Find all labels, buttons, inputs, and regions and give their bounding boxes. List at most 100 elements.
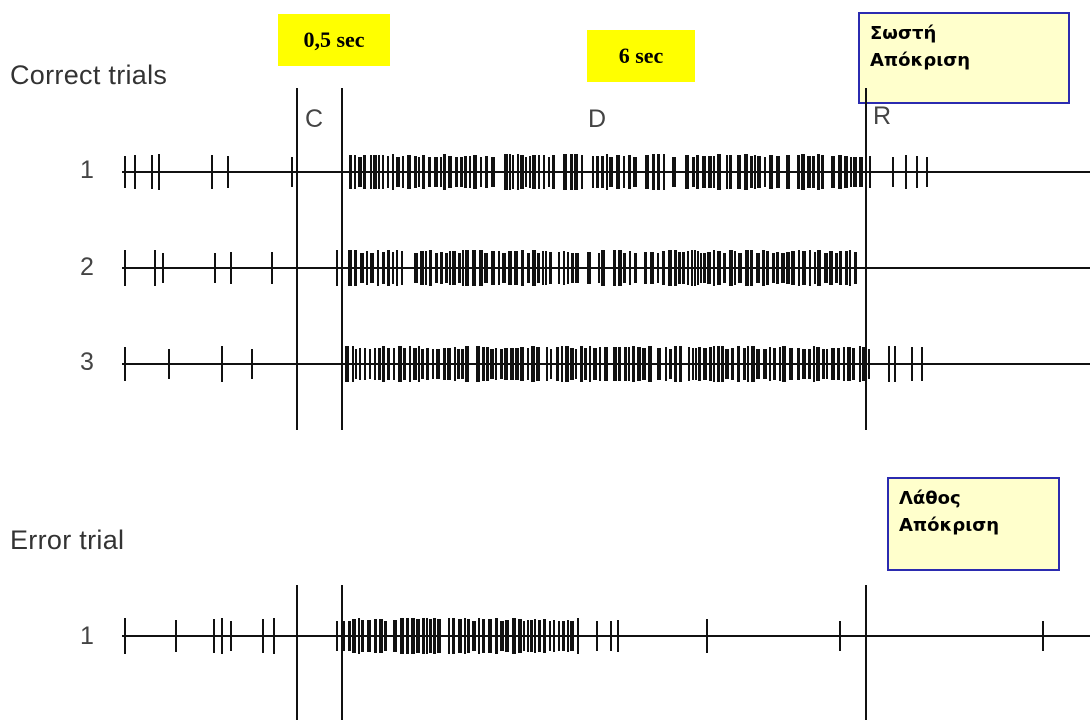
spike-error-1-32 [472,621,476,651]
spike-correct-2-61 [662,251,665,285]
spike-correct-3-38 [515,348,519,380]
spike-correct-3-77 [721,346,724,382]
spike-correct-1-57 [616,155,620,189]
spike-error-1-51 [567,620,569,652]
spike-correct-1-93 [850,157,852,187]
spike-correct-3-3 [251,349,253,379]
spike-correct-2-21 [429,250,432,286]
spike-error-1-57 [706,619,708,653]
spike-correct-1-21 [418,157,420,187]
spike-correct-3-17 [409,346,411,382]
spike-correct-1-58 [623,156,625,188]
spike-correct-3-27 [457,349,460,379]
cue-duration-label: 0,5 sec [278,14,390,66]
spike-correct-1-5 [227,156,229,188]
spike-correct-2-33 [491,251,495,285]
spike-correct-3-64 [657,348,661,380]
spike-correct-1-49 [570,154,573,190]
spike-correct-3-80 [737,346,740,382]
spike-correct-3-102 [852,348,855,380]
spike-correct-1-7 [349,155,352,189]
spike-correct-2-35 [502,253,506,283]
spike-correct-2-26 [452,251,456,285]
spike-error-1-2 [213,619,215,653]
spike-correct-1-6 [291,157,293,187]
spike-error-1-33 [478,618,480,654]
spike-correct-3-76 [717,346,720,382]
spike-correct-1-38 [512,155,514,189]
spike-error-1-44 [534,619,536,653]
spike-correct-3-10 [374,348,376,380]
spike-correct-2-25 [449,251,451,285]
spike-error-1-59 [1042,621,1044,651]
spike-correct-3-70 [692,348,694,380]
spike-correct-2-22 [435,253,438,283]
spike-correct-1-64 [663,154,665,190]
spike-correct-1-10 [363,155,366,189]
spike-correct-2-36 [508,251,512,285]
spike-correct-3-91 [797,348,800,380]
spike-correct-2-47 [567,252,569,284]
spike-correct-3-100 [843,347,845,381]
spike-correct-2-15 [392,252,394,284]
spike-correct-3-0 [124,347,126,381]
spike-error-1-39 [512,618,516,654]
spike-correct-2-11 [370,253,374,283]
spike-correct-1-72 [717,154,721,190]
spike-correct-2-68 [694,250,696,286]
spike-correct-1-68 [696,155,699,189]
spike-correct-1-62 [652,154,655,190]
spike-error-1-14 [374,619,377,653]
spike-error-1-31 [467,619,470,653]
spike-error-1-5 [262,619,264,653]
spike-error-1-48 [553,620,555,652]
spike-correct-2-84 [772,253,775,283]
spike-error-1-20 [411,618,415,654]
spike-correct-2-8 [354,250,357,286]
spike-correct-3-105 [868,349,870,379]
spike-correct-2-40 [532,250,536,286]
spike-correct-2-7 [348,250,352,286]
epoch-cue-label: C [305,105,324,133]
spike-correct-3-73 [703,348,707,380]
spike-error-1-18 [400,618,404,654]
spike-correct-3-14 [393,348,395,380]
spike-correct-3-55 [604,347,608,381]
spike-correct-2-90 [802,251,806,285]
spike-correct-2-20 [425,251,427,285]
spike-correct-2-24 [445,253,448,283]
spike-correct-3-58 [624,347,627,381]
spike-correct-3-62 [642,348,646,380]
spike-correct-2-59 [650,252,654,284]
spike-correct-3-48 [570,348,574,380]
spike-correct-1-97 [892,157,894,187]
spike-correct-3-8 [364,348,366,380]
spike-error-1-50 [562,621,565,651]
spike-correct-2-73 [713,250,715,286]
spike-correct-3-46 [561,346,563,382]
spike-correct-3-85 [763,349,767,379]
spike-error-1-30 [464,618,466,654]
spike-correct-3-30 [476,346,480,382]
spike-correct-2-13 [382,252,385,284]
correct-response-line-1: Σωστή [870,23,937,44]
spike-correct-1-8 [354,155,356,189]
spike-error-1-17 [393,620,397,652]
spike-correct-2-78 [738,253,742,283]
delay-duration-label: 6 sec [587,30,695,82]
spike-correct-1-26 [443,154,446,190]
spike-correct-2-70 [700,253,702,283]
spike-error-1-52 [570,621,574,651]
spike-correct-1-85 [801,154,805,190]
spike-correct-3-5 [352,346,354,382]
spike-correct-3-31 [482,347,485,381]
spike-correct-3-11 [378,348,381,380]
spike-correct-2-60 [657,253,659,283]
spike-correct-2-29 [465,250,469,286]
spike-correct-3-25 [447,348,451,380]
spike-correct-3-66 [669,349,672,379]
spike-correct-1-83 [786,155,790,189]
spike-correct-2-62 [668,250,672,286]
spike-correct-3-28 [461,349,464,379]
spike-correct-1-88 [817,154,820,190]
